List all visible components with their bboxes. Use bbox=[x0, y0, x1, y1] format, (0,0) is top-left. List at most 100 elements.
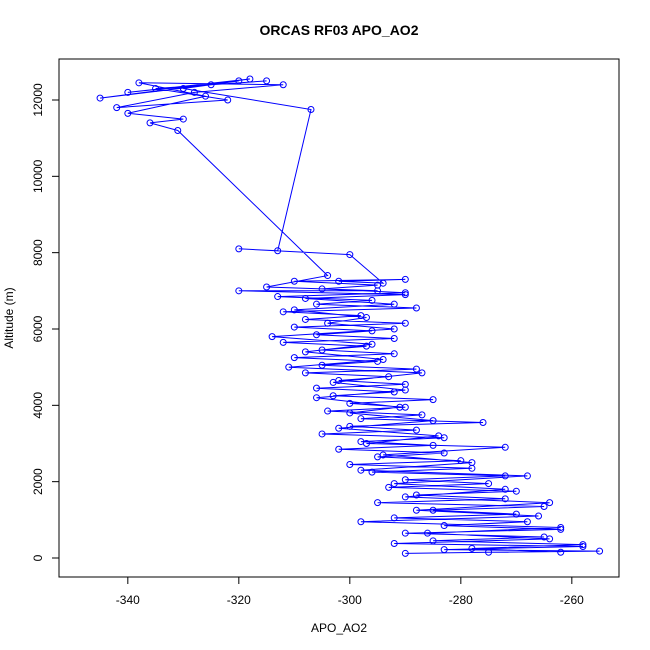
data-point bbox=[174, 127, 182, 135]
data-point bbox=[546, 535, 554, 543]
data-point bbox=[523, 472, 531, 480]
data-point bbox=[346, 460, 354, 468]
data-point bbox=[412, 506, 420, 514]
data-point bbox=[440, 546, 448, 554]
data-point bbox=[135, 79, 143, 87]
y-tick-label: 4000 bbox=[31, 392, 45, 419]
data-point bbox=[357, 518, 365, 526]
data-point bbox=[401, 386, 409, 394]
data-point bbox=[235, 77, 243, 85]
data-point bbox=[479, 419, 487, 427]
data-point bbox=[401, 291, 409, 299]
data-point bbox=[324, 407, 332, 415]
data-point bbox=[412, 426, 420, 434]
data-point bbox=[512, 487, 520, 495]
data-point bbox=[396, 403, 404, 411]
data-point bbox=[429, 396, 437, 404]
data-point bbox=[523, 518, 531, 526]
data-point bbox=[401, 476, 409, 484]
y-tick-label: 2000 bbox=[31, 468, 45, 495]
data-point bbox=[390, 480, 398, 488]
data-point bbox=[401, 289, 409, 297]
data-point bbox=[313, 384, 321, 392]
data-point bbox=[357, 415, 365, 423]
x-tick-label: -320 bbox=[227, 593, 251, 607]
data-point bbox=[324, 319, 332, 327]
data-point bbox=[318, 361, 326, 369]
data-point bbox=[357, 466, 365, 474]
data-point bbox=[124, 88, 132, 96]
data-point bbox=[579, 541, 587, 549]
data-point bbox=[301, 369, 309, 377]
data-point bbox=[535, 512, 543, 520]
x-tick-label: -280 bbox=[449, 593, 473, 607]
data-point bbox=[285, 363, 293, 371]
data-point bbox=[435, 432, 443, 440]
data-point bbox=[512, 510, 520, 518]
data-point bbox=[501, 443, 509, 451]
data-point bbox=[374, 287, 382, 295]
data-point bbox=[263, 77, 271, 85]
data-point bbox=[96, 94, 104, 102]
data-point bbox=[318, 285, 326, 293]
data-point bbox=[313, 394, 321, 402]
data-point bbox=[274, 247, 282, 255]
data-point bbox=[290, 354, 298, 362]
data-point bbox=[179, 115, 187, 123]
data-point bbox=[557, 523, 565, 531]
data-point bbox=[440, 449, 448, 457]
data-point bbox=[385, 483, 393, 491]
data-point bbox=[390, 539, 398, 547]
data-point bbox=[501, 472, 509, 480]
y-tick-label: 6000 bbox=[31, 315, 45, 342]
data-line bbox=[100, 78, 600, 554]
y-tick-label: 10000 bbox=[31, 159, 45, 193]
data-point bbox=[290, 323, 298, 331]
data-point bbox=[346, 409, 354, 417]
data-point bbox=[279, 308, 287, 316]
data-point bbox=[390, 514, 398, 522]
data-point bbox=[557, 525, 565, 533]
data-point bbox=[113, 104, 121, 112]
data-point bbox=[501, 495, 509, 503]
data-point bbox=[468, 544, 476, 552]
data-point bbox=[346, 251, 354, 259]
data-point bbox=[301, 294, 309, 302]
data-point bbox=[401, 549, 409, 557]
data-point bbox=[301, 315, 309, 323]
data-point bbox=[429, 441, 437, 449]
data-point bbox=[468, 459, 476, 467]
data-point bbox=[374, 499, 382, 507]
data-point bbox=[379, 451, 387, 459]
data-point bbox=[152, 85, 160, 93]
data-point bbox=[429, 537, 437, 545]
data-point bbox=[362, 439, 370, 447]
data-point bbox=[346, 399, 354, 407]
data-point bbox=[401, 493, 409, 501]
x-tick-label: -260 bbox=[560, 593, 584, 607]
data-point bbox=[485, 480, 493, 488]
x-tick-label: -300 bbox=[338, 593, 362, 607]
data-point bbox=[390, 388, 398, 396]
data-point bbox=[401, 529, 409, 537]
data-point bbox=[401, 275, 409, 283]
data-point bbox=[279, 338, 287, 346]
data-point bbox=[485, 548, 493, 556]
data-point bbox=[424, 529, 432, 537]
data-point bbox=[557, 548, 565, 556]
data-point bbox=[263, 283, 271, 291]
y-tick-label: 0 bbox=[31, 554, 45, 561]
data-point bbox=[385, 373, 393, 381]
data-point bbox=[362, 314, 370, 322]
data-point bbox=[329, 378, 337, 386]
data-point bbox=[307, 106, 315, 114]
y-tick-label: 12000 bbox=[31, 83, 45, 117]
data-point bbox=[190, 88, 198, 96]
data-point bbox=[368, 296, 376, 304]
data-point bbox=[379, 279, 387, 287]
data-point bbox=[429, 417, 437, 425]
data-point bbox=[268, 333, 276, 341]
data-point bbox=[540, 502, 548, 510]
data-point bbox=[179, 85, 187, 93]
